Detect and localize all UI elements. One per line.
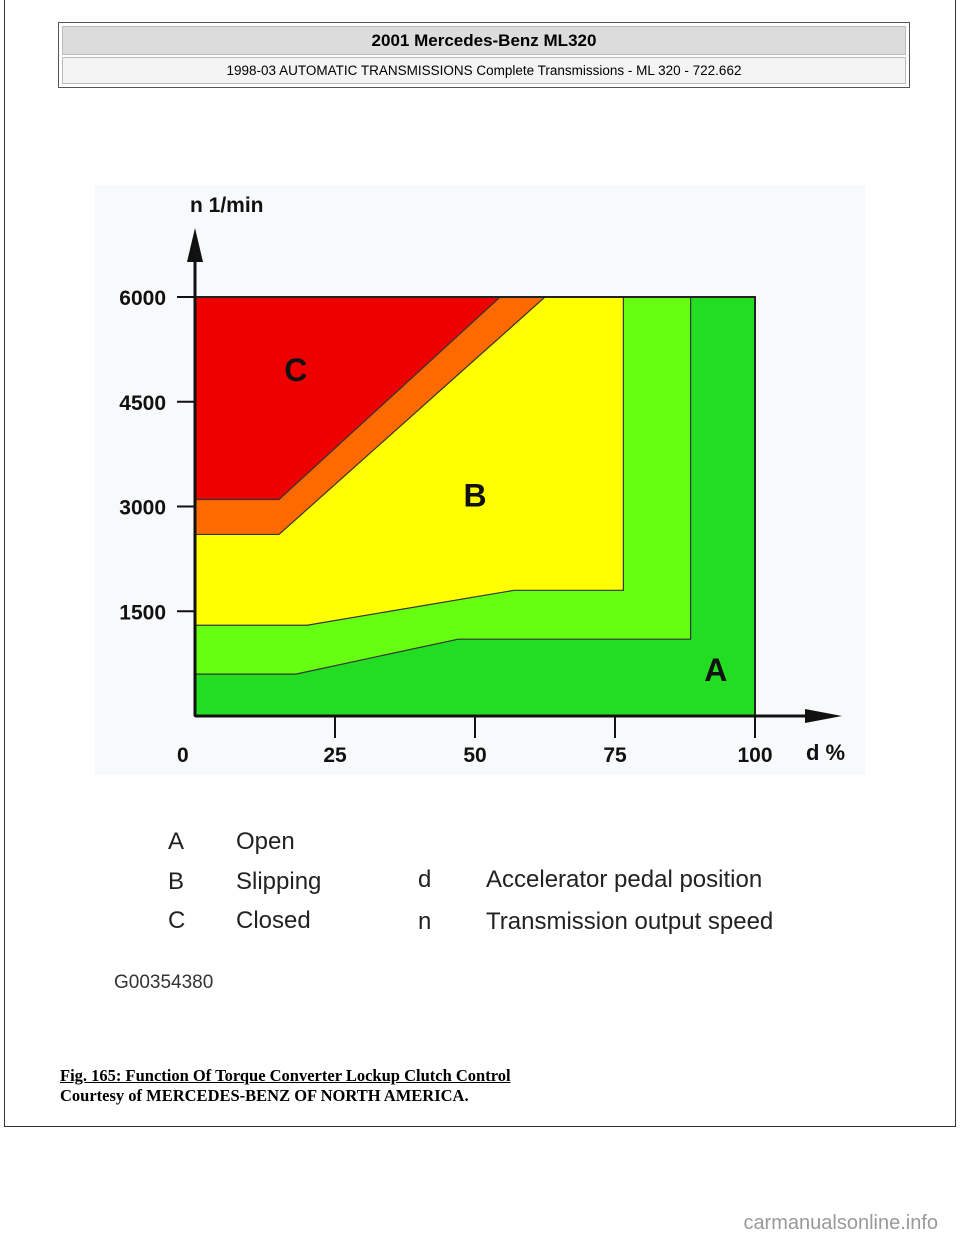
y-axis-label: n 1/min <box>190 194 264 217</box>
y-tick-label: 6000 <box>119 287 166 310</box>
x-tick-label: 0 <box>177 744 189 767</box>
y-tick-label: 4500 <box>119 392 166 415</box>
watermark: carmanualsonline.info <box>743 1212 938 1234</box>
x-axis-label: d % <box>806 740 845 765</box>
legend-text-n: Transmission output speed <box>486 908 774 935</box>
legend-key-d: d <box>418 866 432 893</box>
x-axis-arrow-icon <box>805 709 842 723</box>
x-tick-label: 25 <box>323 744 347 767</box>
image-id: G00354380 <box>114 972 214 993</box>
y-tick-label: 1500 <box>119 601 166 624</box>
legend-key-b: B <box>168 868 185 895</box>
y-axis-arrow-icon <box>187 228 203 262</box>
legend-text-b: Slipping <box>236 868 322 895</box>
y-tick-label: 3000 <box>119 497 166 520</box>
figure-courtesy: Courtesy of MERCEDES-BENZ OF NORTH AMERI… <box>60 1086 469 1105</box>
figure-caption: Fig. 165: Function Of Torque Converter L… <box>60 1066 511 1085</box>
x-tick-label: 50 <box>463 744 486 767</box>
legend-key-n: n <box>418 908 432 935</box>
legend-key-a: A <box>168 828 185 855</box>
document-subtitle: 1998-03 AUTOMATIC TRANSMISSIONS Complete… <box>62 57 906 84</box>
region-label-c: C <box>284 352 307 388</box>
legend-text-d: Accelerator pedal position <box>486 866 763 893</box>
legend-text-c: Closed <box>236 907 311 934</box>
region-label-a: A <box>704 652 727 688</box>
lockup-clutch-chart: 1500 3000 4500 6000 0 25 50 75 100 n 1/min d % C… <box>119 194 845 767</box>
x-tick-label: 75 <box>603 744 627 767</box>
legend-text-a: Open <box>236 828 295 855</box>
document-title: 2001 Mercedes-Benz ML320 <box>62 26 906 55</box>
region-label-b: B <box>463 478 486 514</box>
figure: 1500 3000 4500 6000 0 25 50 75 100 n 1/min d % C… <box>95 185 865 775</box>
document-header: 2001 Mercedes-Benz ML320 1998-03 AUTOMAT… <box>58 22 910 88</box>
x-tick-label: 100 <box>737 744 772 767</box>
legend-key-c: C <box>168 907 186 934</box>
page-frame <box>4 0 956 1127</box>
